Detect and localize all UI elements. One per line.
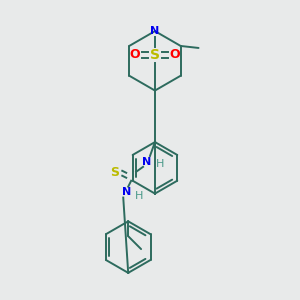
- Text: N: N: [150, 26, 160, 36]
- Text: O: O: [169, 48, 180, 62]
- Text: H: H: [135, 190, 143, 201]
- Text: H: H: [156, 159, 164, 169]
- Text: S: S: [110, 166, 119, 179]
- Text: S: S: [150, 48, 160, 62]
- Text: O: O: [130, 48, 140, 62]
- Text: N: N: [122, 187, 131, 196]
- Text: N: N: [142, 157, 152, 167]
